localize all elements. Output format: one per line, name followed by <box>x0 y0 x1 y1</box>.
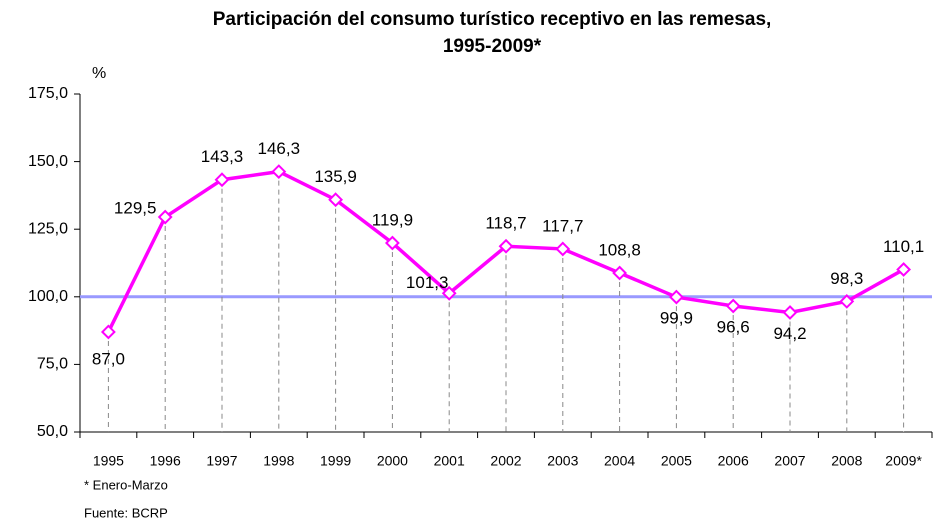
data-label: 87,0 <box>92 349 125 368</box>
y-tick-label: 125,0 <box>28 220 68 237</box>
data-label: 143,3 <box>201 147 244 166</box>
chart-title: Participación del consumo turístico rece… <box>213 9 772 30</box>
point-marker <box>498 238 514 254</box>
point-marker <box>612 265 628 281</box>
data-label: 117,7 <box>542 216 583 235</box>
point-marker <box>668 289 684 305</box>
y-tick-label: 75,0 <box>37 356 68 373</box>
y-tick-label: 175,0 <box>28 85 68 102</box>
data-label: 101,3 <box>406 273 449 292</box>
note: * Enero-Marzo <box>84 477 168 492</box>
data-label: 94,2 <box>773 324 806 343</box>
x-tick-label: 2009* <box>885 453 922 469</box>
note: Fuente: BCRP <box>84 505 168 520</box>
x-tick-label: 2008 <box>831 453 862 469</box>
point-marker <box>725 298 741 314</box>
data-label: 119,9 <box>372 210 413 229</box>
chart-subtitle: 1995-2009* <box>443 36 542 57</box>
x-tick-label: 1999 <box>320 453 351 469</box>
x-tick-label: 1995 <box>93 453 124 469</box>
x-tick-label: 2006 <box>718 453 749 469</box>
point-marker <box>896 262 912 277</box>
y-axis-label: % <box>92 65 106 82</box>
x-tick-label: 2002 <box>490 453 521 469</box>
point-marker <box>157 209 173 225</box>
x-tick-label: 2007 <box>774 453 805 469</box>
data-label: 135,9 <box>314 167 357 186</box>
data-label: 99,9 <box>660 309 693 328</box>
data-label: 146,3 <box>258 139 301 158</box>
x-tick-label: 2005 <box>661 453 692 469</box>
data-label: 129,5 <box>114 199 157 218</box>
point-marker <box>384 235 400 251</box>
point-marker <box>839 293 855 309</box>
x-tick-label: 1998 <box>263 453 294 469</box>
point-marker <box>100 324 116 340</box>
data-label: 96,6 <box>717 317 750 336</box>
point-marker <box>555 241 571 257</box>
point-marker <box>441 285 457 301</box>
x-tick-label: 2003 <box>547 453 578 469</box>
point-marker <box>214 172 230 188</box>
data-label: 108,8 <box>598 240 641 259</box>
x-tick-label: 1997 <box>206 453 237 469</box>
y-tick-label: 100,0 <box>28 288 68 305</box>
x-tick-label: 2000 <box>377 453 408 469</box>
x-tick-label: 2004 <box>604 453 635 469</box>
data-label: 118,7 <box>485 214 526 233</box>
y-tick-label: 50,0 <box>37 423 68 440</box>
x-tick-label: 1996 <box>150 453 181 469</box>
point-marker <box>782 305 798 320</box>
data-label: 98,3 <box>830 269 863 288</box>
y-tick-label: 150,0 <box>28 153 68 170</box>
point-marker <box>328 192 344 208</box>
data-label: 110,1 <box>883 237 924 256</box>
point-marker <box>271 164 287 180</box>
x-tick-label: 2001 <box>434 453 465 469</box>
